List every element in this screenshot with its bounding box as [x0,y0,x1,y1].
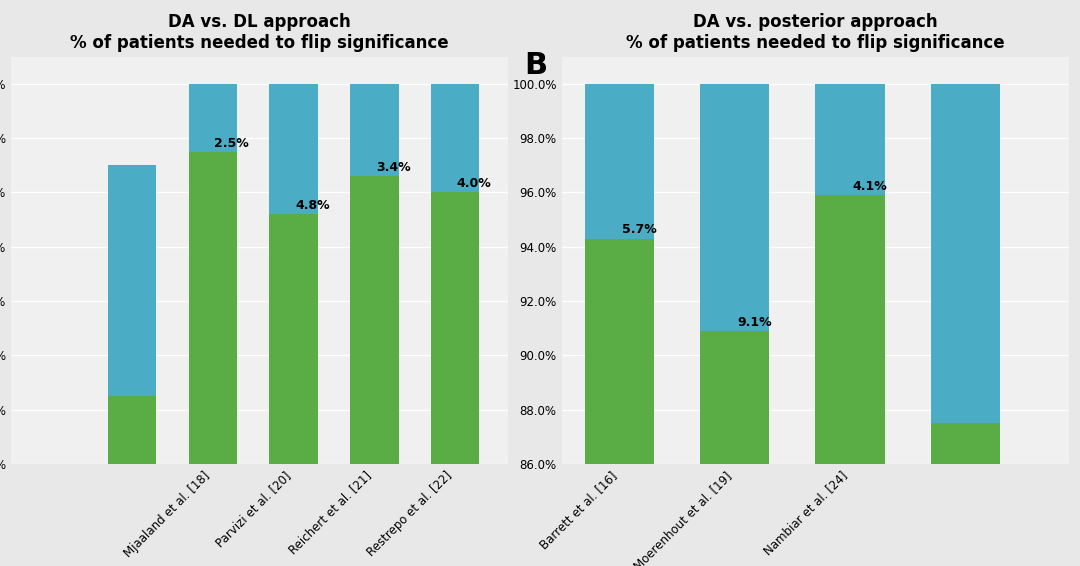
Text: 5.7%: 5.7% [622,224,657,237]
Title: DA vs. DL approach
% of patients needed to flip significance: DA vs. DL approach % of patients needed … [70,14,448,52]
Title: DA vs. posterior approach
% of patients needed to flip significance: DA vs. posterior approach % of patients … [626,14,1004,52]
Bar [269,84,318,214]
Text: 4.0%: 4.0% [457,177,491,190]
Bar [108,396,157,464]
Bar [815,84,885,195]
Bar [584,239,653,464]
Bar [350,176,399,464]
Bar [931,84,1000,423]
Bar [108,165,157,396]
Text: B: B [524,51,546,80]
Bar [700,84,769,331]
Text: 9.1%: 9.1% [737,316,771,329]
Bar [431,192,480,464]
Bar [584,84,653,239]
Bar [431,84,480,192]
Bar [189,84,237,152]
Bar [700,331,769,464]
Bar [931,423,1000,464]
Text: 4.1%: 4.1% [852,180,887,193]
Text: 2.5%: 2.5% [214,136,249,149]
Bar [269,214,318,464]
Bar [189,152,237,464]
Bar [350,84,399,176]
Bar [815,195,885,464]
Text: 3.4%: 3.4% [376,161,410,174]
Text: 4.8%: 4.8% [295,199,329,212]
